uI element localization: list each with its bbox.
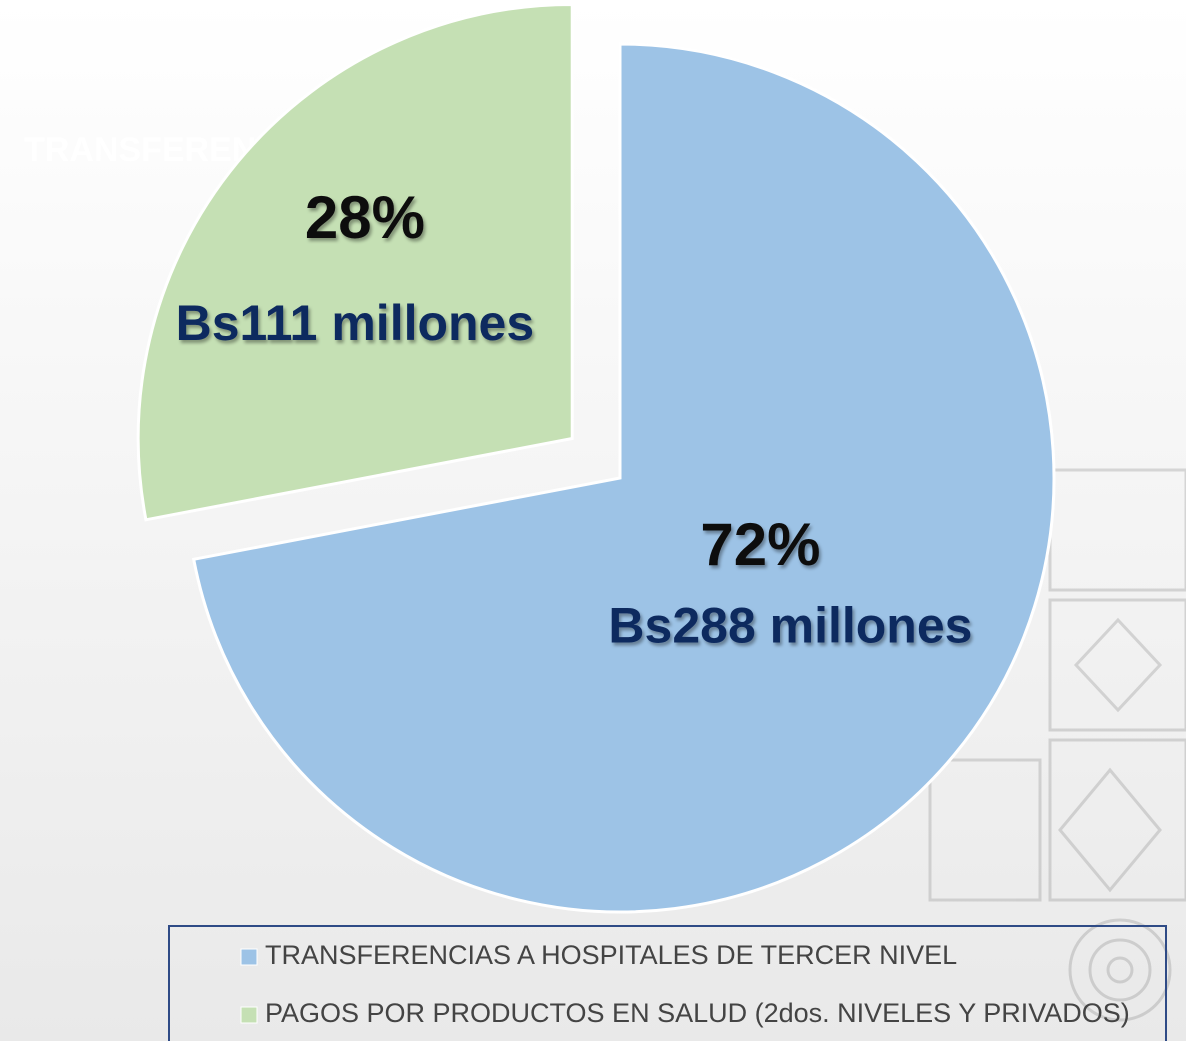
background-title: TRANSFEREN — [24, 131, 256, 169]
amount-label: Bs111 millones — [176, 295, 535, 351]
amount-label: Bs288 millones — [608, 597, 972, 653]
page: TRANSFEREN 72% Bs288 millones 28% Bs111 mil… — [0, 0, 1186, 1041]
legend-swatch — [241, 1007, 257, 1023]
legend-swatch — [241, 949, 257, 965]
legend-label: PAGOS POR PRODUCTOS EN SALUD (2dos. NIVE… — [265, 998, 1130, 1028]
value-label: 28% — [305, 184, 425, 251]
value-label: 72% — [700, 511, 820, 578]
legend-label: TRANSFERENCIAS A HOSPITALES DE TERCER NI… — [265, 940, 957, 970]
chart: TRANSFEREN 72% Bs288 millones 28% Bs111 mil… — [0, 0, 1186, 1041]
